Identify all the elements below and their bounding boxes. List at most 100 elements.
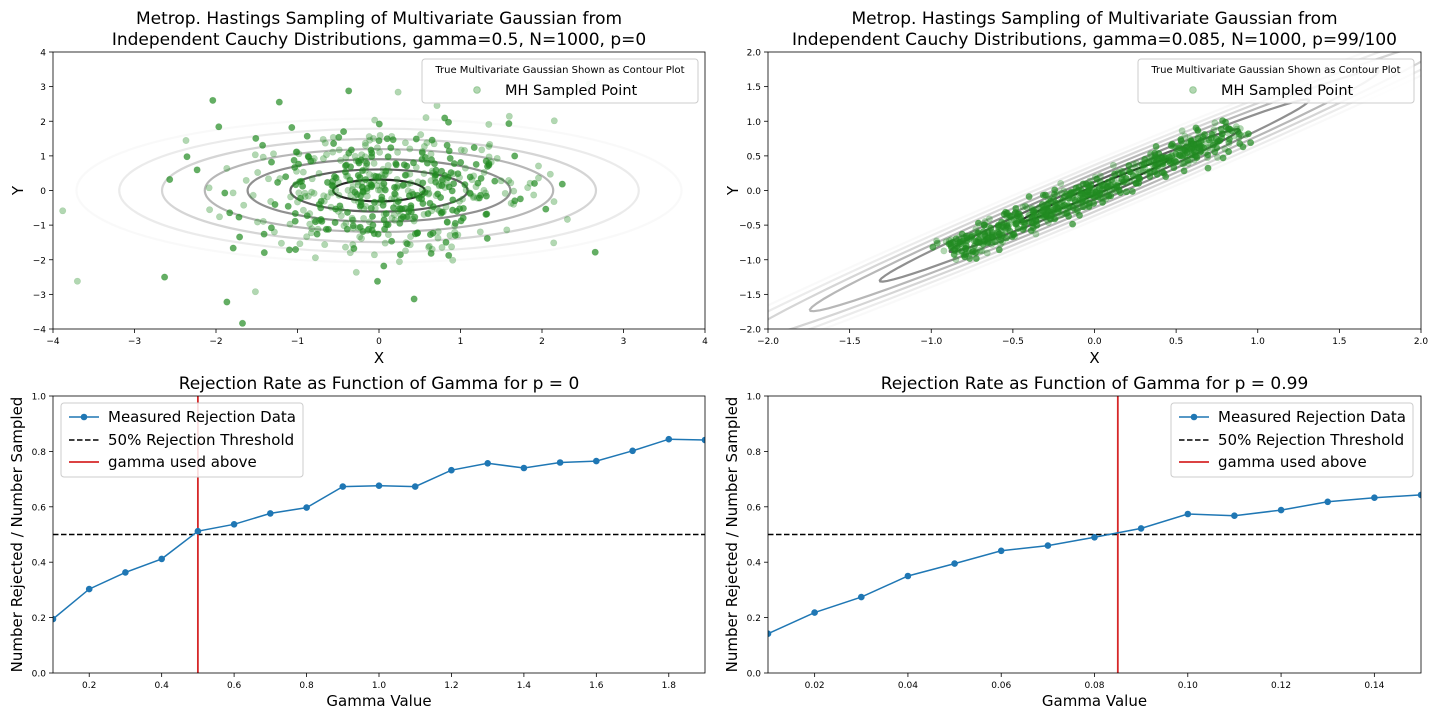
sample-point (933, 239, 941, 247)
sample-point (437, 194, 445, 202)
sample-point (318, 217, 326, 225)
sample-point (292, 246, 300, 254)
sample-point (470, 144, 478, 152)
sample-point (260, 230, 268, 238)
sample-point (267, 224, 275, 232)
contour-line (246, 158, 512, 223)
sample-point (349, 224, 357, 232)
sample-point (511, 152, 519, 160)
sample-point (1004, 224, 1012, 232)
sample-point (442, 238, 450, 246)
sample-point (271, 201, 279, 209)
sample-point (1085, 203, 1093, 211)
sample-point (507, 179, 515, 187)
sample-point (264, 175, 272, 183)
sample-point (1071, 196, 1079, 204)
axes-frame (52, 395, 706, 674)
sample-point (1069, 220, 1077, 228)
sample-point (59, 207, 67, 215)
y-tick-label: 1.0 (32, 393, 47, 403)
sample-point (1025, 193, 1033, 201)
sample-point (534, 174, 542, 182)
contour-line (75, 117, 683, 264)
rejection-data-point (951, 560, 958, 567)
sample-point (459, 204, 467, 212)
rejection-data-point (811, 609, 818, 616)
sample-point (1225, 138, 1233, 146)
sample-point (563, 215, 571, 223)
sample-point (1086, 191, 1094, 199)
sample-point (1125, 162, 1133, 170)
sample-point (299, 206, 307, 214)
sample-point (378, 193, 386, 201)
sample-point (970, 247, 978, 255)
y-tick-label: 0.2 (32, 614, 46, 624)
x-tick-label: 0.02 (805, 681, 825, 691)
sample-point (376, 148, 384, 156)
sample-point (418, 149, 426, 157)
sample-point (480, 186, 488, 194)
sample-point (1153, 153, 1161, 161)
sample-point (438, 167, 446, 175)
sample-point (1024, 218, 1032, 226)
sample-point (451, 222, 459, 230)
sample-point (1017, 213, 1025, 221)
sample-point (384, 161, 392, 169)
sample-point (972, 238, 980, 246)
sample-point (1209, 141, 1217, 149)
sample-point (387, 144, 395, 152)
sample-point (1190, 156, 1198, 164)
sample-point (485, 120, 493, 128)
x-tick-label: 1.8 (662, 681, 677, 691)
sample-point (1059, 196, 1067, 204)
plot-area (59, 80, 683, 327)
sample-point (432, 178, 440, 186)
sample-point (591, 248, 599, 256)
sample-point (486, 140, 494, 148)
rejection-data-point (53, 615, 57, 623)
sample-point (550, 239, 558, 247)
sample-point (349, 182, 357, 190)
sample-point (1118, 175, 1126, 183)
y-tick-label: 2 (40, 118, 46, 128)
x-tick-label: 0.4 (155, 681, 170, 691)
legend-title: True Multivariate Gaussian Shown as Cont… (434, 65, 684, 76)
sample-point (379, 201, 387, 209)
y-tick-label: 1.5 (747, 83, 761, 93)
sample-point (461, 181, 469, 189)
sample-point (1145, 156, 1153, 164)
sample-point (1107, 182, 1115, 190)
sample-point (420, 142, 428, 150)
sample-point (400, 161, 408, 169)
sample-point (361, 139, 369, 147)
sample-point (420, 210, 428, 218)
sample-point (427, 249, 435, 257)
sample-point (427, 150, 435, 158)
sample-point (323, 193, 331, 201)
x-tick-label: 0.0 (1087, 337, 1102, 347)
legend-label: Measured Rejection Data (108, 408, 296, 426)
sample-point (398, 205, 406, 213)
sample-point (259, 217, 267, 225)
x-tick-label: 4 (702, 337, 708, 347)
sample-point (371, 116, 379, 124)
sample-point (396, 251, 404, 259)
sample-point (1147, 150, 1155, 158)
x-tick-label: −2.0 (757, 337, 779, 347)
x-tick-label: −0.5 (1002, 337, 1024, 347)
sample-point (483, 234, 491, 242)
rejection-data-point (1231, 512, 1238, 519)
sample-point (444, 118, 452, 126)
x-tick-label: 0.8 (299, 681, 314, 691)
sample-point (1170, 159, 1178, 167)
rejection-data-point (1091, 534, 1098, 541)
sample-point (328, 189, 336, 197)
sample-point (348, 214, 356, 222)
sample-point (392, 160, 400, 168)
sample-point (448, 243, 456, 251)
sample-point (337, 156, 345, 164)
sample-points (59, 80, 599, 327)
sample-point (340, 128, 348, 136)
sample-point (1065, 212, 1073, 220)
sample-point (335, 133, 343, 141)
